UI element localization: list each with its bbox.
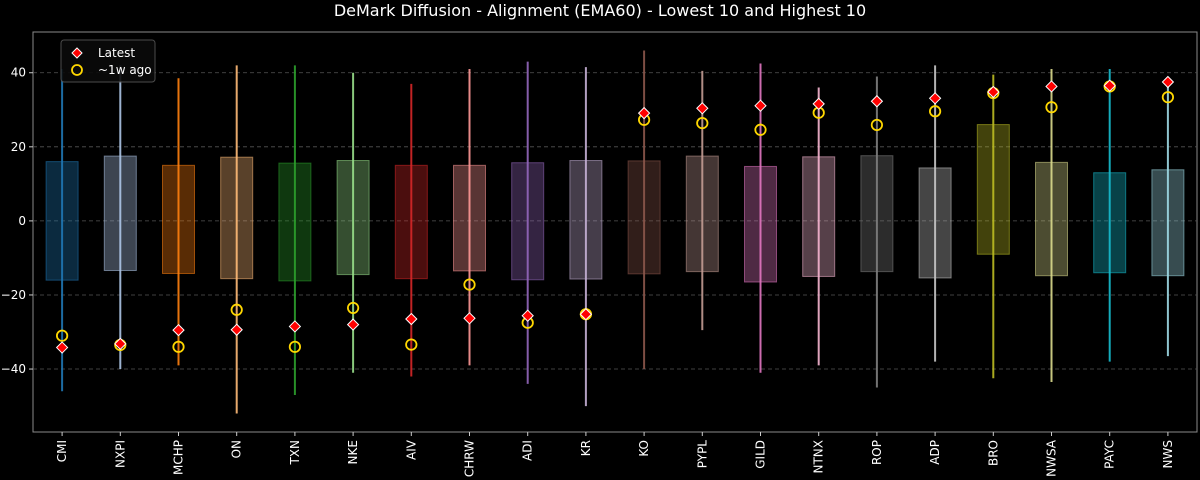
week-ago-marker (870, 118, 884, 132)
category-adi (511, 61, 545, 384)
category-adp (918, 65, 952, 362)
category-pypl (685, 70, 719, 331)
latest-marker (812, 97, 825, 111)
x-tick-label: ADP (928, 440, 942, 465)
category-rop (860, 76, 894, 388)
x-tick-label: KO (637, 440, 651, 457)
x-tick-label: CHRW (463, 440, 477, 477)
x-tick-label: NKE (346, 440, 360, 464)
x-tick-label: TXN (288, 440, 302, 466)
legend-week-ago-marker (71, 64, 83, 76)
x-tick-label: CMI (55, 440, 69, 462)
latest-marker (987, 85, 1000, 99)
latest-marker (55, 341, 69, 354)
y-tick-label: 20 (11, 140, 26, 154)
category-ntnx (802, 87, 836, 366)
y-tick-label: 0 (18, 214, 26, 228)
x-tick-label: BRO (986, 440, 1000, 466)
category-nwsa (1035, 69, 1068, 382)
week-ago-marker (696, 117, 709, 130)
category-payc (1093, 69, 1127, 362)
x-tick-label: NTNX (812, 440, 826, 474)
week-ago-marker (288, 340, 301, 353)
x-tick-label: AIV (404, 439, 418, 460)
week-ago-marker (346, 301, 360, 315)
x-tick-label: ON (230, 440, 244, 458)
x-tick-label: PAYC (1103, 440, 1117, 469)
latest-marker (579, 308, 593, 321)
category-chrw (453, 69, 486, 366)
week-ago-marker (754, 123, 767, 136)
latest-marker (754, 99, 767, 112)
latest-marker (1161, 75, 1175, 89)
week-ago-marker (405, 338, 418, 351)
x-tick-label: ADI (521, 440, 535, 461)
latest-marker (1045, 80, 1058, 93)
plot-area (32, 31, 1198, 433)
category-ko (627, 50, 661, 370)
x-tick-label: PYPL (695, 440, 709, 469)
latest-marker (637, 106, 651, 120)
category-bro (976, 74, 1010, 379)
latest-marker (346, 318, 360, 331)
series (45, 50, 1185, 414)
week-ago-marker (230, 303, 243, 316)
latest-marker (463, 312, 476, 325)
category-kr (569, 67, 603, 407)
category-nxpi (103, 65, 137, 370)
category-aiv (394, 83, 428, 377)
x-tick-label: MCHP (172, 440, 186, 475)
week-ago-marker (172, 340, 185, 353)
week-ago-marker (463, 278, 476, 291)
legend-box (60, 39, 156, 83)
category-cmi (45, 69, 79, 392)
latest-marker (230, 323, 243, 336)
x-tick-label: GILD (754, 440, 768, 469)
legend-latest-label: Latest (98, 46, 135, 60)
x-tick-label: NWS (1161, 440, 1175, 468)
legend-latest-marker (71, 47, 83, 59)
latest-marker (172, 323, 185, 337)
latest-marker (1103, 79, 1116, 92)
week-ago-marker (1161, 91, 1175, 104)
category-mchp (162, 78, 195, 366)
grid-lines (33, 72, 1197, 370)
category-nke (336, 72, 370, 373)
y-axis: −40 −20 0 20 40 (1, 66, 33, 376)
legend-week-ago-label: ~1w ago (98, 63, 152, 77)
legend: Latest ~1w ago (60, 39, 156, 83)
chart-title: DeMark Diffusion - Alignment (EMA60) - L… (334, 1, 866, 20)
latest-marker (288, 320, 302, 333)
category-txn (278, 65, 312, 395)
y-tick-label: 40 (11, 66, 26, 80)
category-nws (1151, 75, 1185, 357)
x-axis: CMI NXPI MCHP ON TXN NKE AIV CHRW ADI KR KO PYPL GIL… (55, 432, 1175, 477)
y-tick-label: −40 (1, 362, 26, 376)
category-gild (744, 63, 777, 373)
latest-marker (114, 337, 127, 351)
latest-marker (696, 102, 709, 115)
latest-marker (521, 309, 534, 322)
week-ago-marker (55, 329, 69, 342)
latest-marker (928, 92, 942, 105)
latest-marker (870, 95, 884, 108)
x-tick-label: NXPI (113, 440, 127, 468)
x-tick-label: KR (579, 440, 593, 456)
week-ago-marker (1045, 101, 1058, 114)
x-tick-label: NWSA (1045, 439, 1059, 477)
latest-marker (405, 312, 418, 326)
week-ago-marker (928, 105, 942, 118)
x-tick-label: ROP (870, 440, 884, 465)
category-on (220, 65, 254, 414)
y-tick-label: −20 (1, 288, 26, 302)
